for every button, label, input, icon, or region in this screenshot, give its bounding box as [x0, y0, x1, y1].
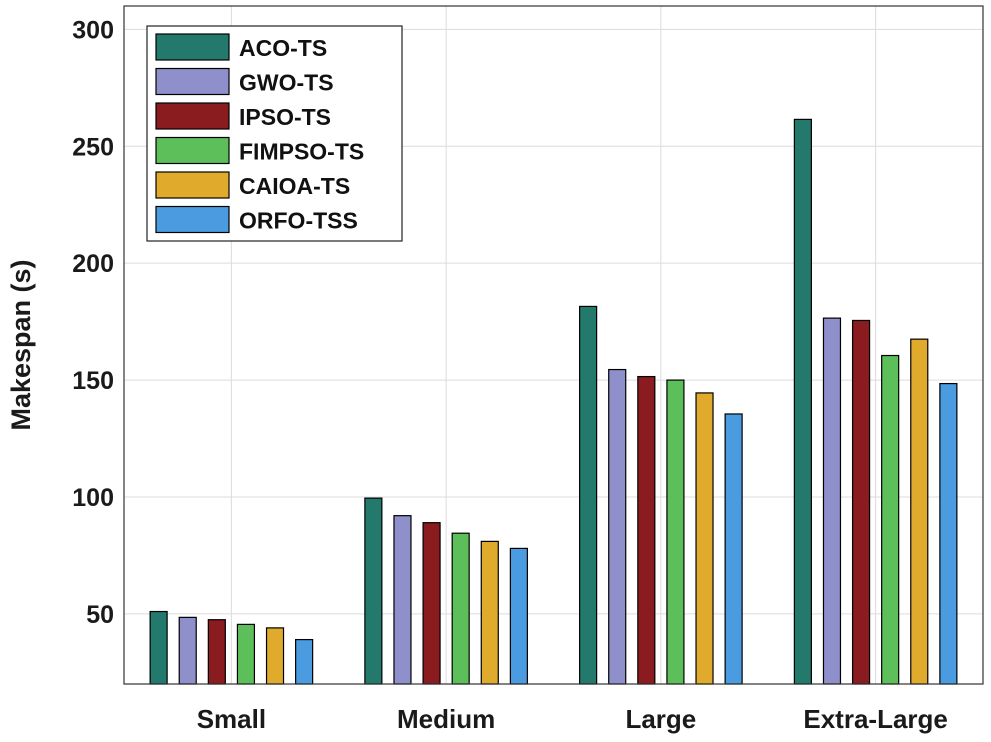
- bar-gwo-ts-medium: [393, 515, 412, 685]
- y-tick-labels: 50 100 150 200 250 300: [72, 16, 114, 628]
- bar-caioa-ts-medium: [480, 540, 499, 685]
- x-category-label: Medium: [397, 704, 495, 734]
- bar-gwo-ts-extra-large: [822, 317, 842, 685]
- legend-label-gwo-ts: GWO-TS: [239, 70, 334, 96]
- x-category-label: Small: [197, 704, 266, 734]
- bar-caioa-ts-large: [695, 392, 714, 685]
- bar-fimpso-ts-small: [236, 623, 256, 685]
- x-category-label: Large: [625, 704, 696, 734]
- bars: [149, 118, 958, 685]
- bar-orfo-tss-small: [295, 638, 314, 685]
- bar-aco-ts-medium: [364, 497, 383, 685]
- bar-fimpso-ts-large: [666, 379, 685, 685]
- legend-swatch-orfo-tss: [155, 205, 230, 234]
- y-tick-label: 100: [72, 484, 114, 512]
- legend-label-aco-ts: ACO-TS: [239, 35, 327, 61]
- bar-caioa-ts-extra-large: [910, 338, 929, 685]
- y-tick-label: 300: [72, 16, 114, 44]
- bar-aco-ts-extra-large: [793, 118, 812, 685]
- legend-label-fimpso-ts: FIMPSO-TS: [239, 139, 364, 165]
- bar-orfo-tss-medium: [509, 547, 528, 685]
- bar-fimpso-ts-medium: [451, 532, 470, 685]
- bar-aco-ts-small: [149, 610, 168, 685]
- x-category-label: Extra-Large: [803, 704, 948, 734]
- bar-ipso-ts-large: [637, 375, 656, 685]
- legend-swatch-ipso-ts: [155, 102, 230, 130]
- legend-box: [146, 25, 403, 242]
- plot-frame: [123, 5, 984, 685]
- bar-orfo-tss-extra-large: [939, 382, 958, 685]
- y-axis-title: Makespan (s): [6, 259, 36, 430]
- bar-caioa-ts-small: [265, 627, 285, 685]
- y-tick-label: 50: [86, 601, 114, 629]
- x-category-labels: Small Medium Large Extra-Large: [197, 704, 948, 734]
- bar-ipso-ts-small: [207, 619, 226, 685]
- legend-swatch-aco-ts: [155, 33, 230, 61]
- legend-label-caioa-ts: CAIOA-TS: [239, 173, 350, 199]
- legend: ACO-TS GWO-TS IPSO-TS FIMPSO-TS CAIOA-TS ORFO…: [146, 25, 403, 242]
- legend-label-ipso-ts: IPSO-TS: [239, 104, 331, 130]
- y-tick-label: 200: [72, 250, 114, 278]
- legend-swatch-caioa-ts: [155, 171, 230, 199]
- bar-gwo-ts-small: [178, 616, 197, 685]
- bar-ipso-ts-medium: [422, 522, 441, 685]
- legend-swatch-fimpso-ts: [155, 136, 230, 165]
- bar-fimpso-ts-extra-large: [881, 354, 900, 685]
- bar-orfo-tss-large: [724, 413, 743, 685]
- legend-label-orfo-tss: ORFO-TSS: [239, 208, 358, 234]
- bar-gwo-ts-large: [608, 368, 627, 685]
- legend-swatch-gwo-ts: [155, 67, 230, 96]
- y-tick-label: 250: [72, 133, 114, 161]
- y-tick-label: 150: [72, 367, 114, 395]
- bar-ipso-ts-extra-large: [851, 319, 871, 685]
- bar-aco-ts-large: [579, 305, 598, 685]
